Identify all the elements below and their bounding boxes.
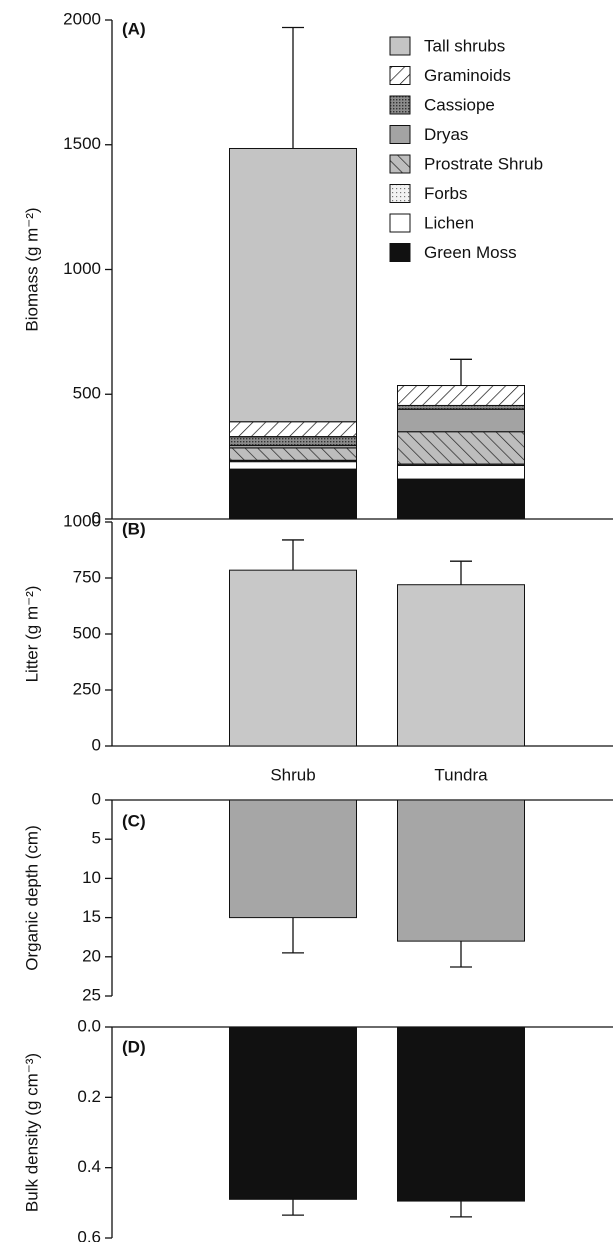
bar-segment: [397, 408, 525, 433]
y-tick-label: 1500: [63, 134, 101, 153]
y-tick-label: 500: [73, 384, 101, 403]
y-axis-label: Bulk density (g cm⁻³): [22, 1053, 41, 1212]
bar-pattern: [229, 436, 357, 446]
legend-swatch: [389, 125, 411, 144]
y-tick-label: 750: [73, 567, 101, 586]
bar: [397, 1026, 525, 1202]
legend-label: Lichen: [424, 213, 474, 232]
legend-pattern: [389, 66, 411, 85]
legend-pattern: [389, 95, 411, 115]
bar-segment: [397, 478, 525, 520]
bar: [229, 1026, 357, 1200]
y-tick-label: 1000: [63, 511, 101, 530]
bar: [397, 799, 525, 942]
y-axis-label: Biomass (g m⁻²): [22, 207, 41, 331]
legend-label: Graminoids: [424, 66, 511, 85]
legend-pattern: [389, 154, 411, 174]
legend-swatch: [389, 213, 411, 233]
legend-label: Forbs: [424, 184, 467, 203]
legend-label: Green Moss: [424, 243, 517, 262]
bar-segment: [229, 468, 357, 520]
panel-label: (B): [122, 519, 146, 538]
legend-swatch: [389, 243, 411, 262]
bar-segment: [229, 461, 357, 470]
panel-label: (A): [122, 19, 146, 38]
y-tick-label: 0.0: [77, 1016, 101, 1035]
panel-label: (C): [122, 811, 146, 830]
legend-swatch: [389, 36, 411, 56]
bar-pattern: [397, 431, 525, 465]
bar: [397, 584, 525, 747]
bar-pattern: [397, 404, 525, 410]
y-tick-label: 500: [73, 623, 101, 642]
y-tick-label: 0: [92, 735, 101, 754]
legend-label: Cassiope: [424, 95, 495, 114]
x-tick-label: Tundra: [434, 765, 488, 784]
bar-segment: [397, 464, 525, 480]
bar: [229, 799, 357, 919]
y-tick-label: 0.6: [77, 1227, 101, 1242]
y-tick-label: 25: [82, 985, 101, 1004]
legend-label: Dryas: [424, 125, 468, 144]
y-tick-label: 10: [82, 868, 101, 887]
panel-label: (D): [122, 1037, 146, 1056]
legend-pattern: [389, 184, 411, 203]
legend-label: Tall shrubs: [424, 36, 505, 55]
y-tick-label: 2000: [63, 9, 101, 28]
y-tick-label: 0.4: [77, 1157, 101, 1176]
y-tick-label: 15: [82, 907, 101, 926]
bar-pattern: [397, 385, 525, 406]
y-tick-label: 0: [92, 789, 101, 808]
y-tick-label: 250: [73, 679, 101, 698]
legend-label: Prostrate Shrub: [424, 154, 543, 173]
bar: [229, 569, 357, 747]
bar-pattern: [229, 447, 357, 461]
y-axis-label: Litter (g m⁻²): [22, 586, 41, 683]
x-tick-label: Shrub: [270, 765, 315, 784]
y-tick-label: 20: [82, 946, 101, 965]
y-tick-label: 1000: [63, 259, 101, 278]
y-tick-label: 0.2: [77, 1087, 101, 1106]
y-axis-label: Organic depth (cm): [22, 825, 41, 971]
bar-pattern: [229, 421, 357, 438]
y-tick-label: 5: [92, 829, 101, 848]
y-tick-label: 0: [92, 508, 101, 527]
bar-segment: [229, 147, 357, 423]
